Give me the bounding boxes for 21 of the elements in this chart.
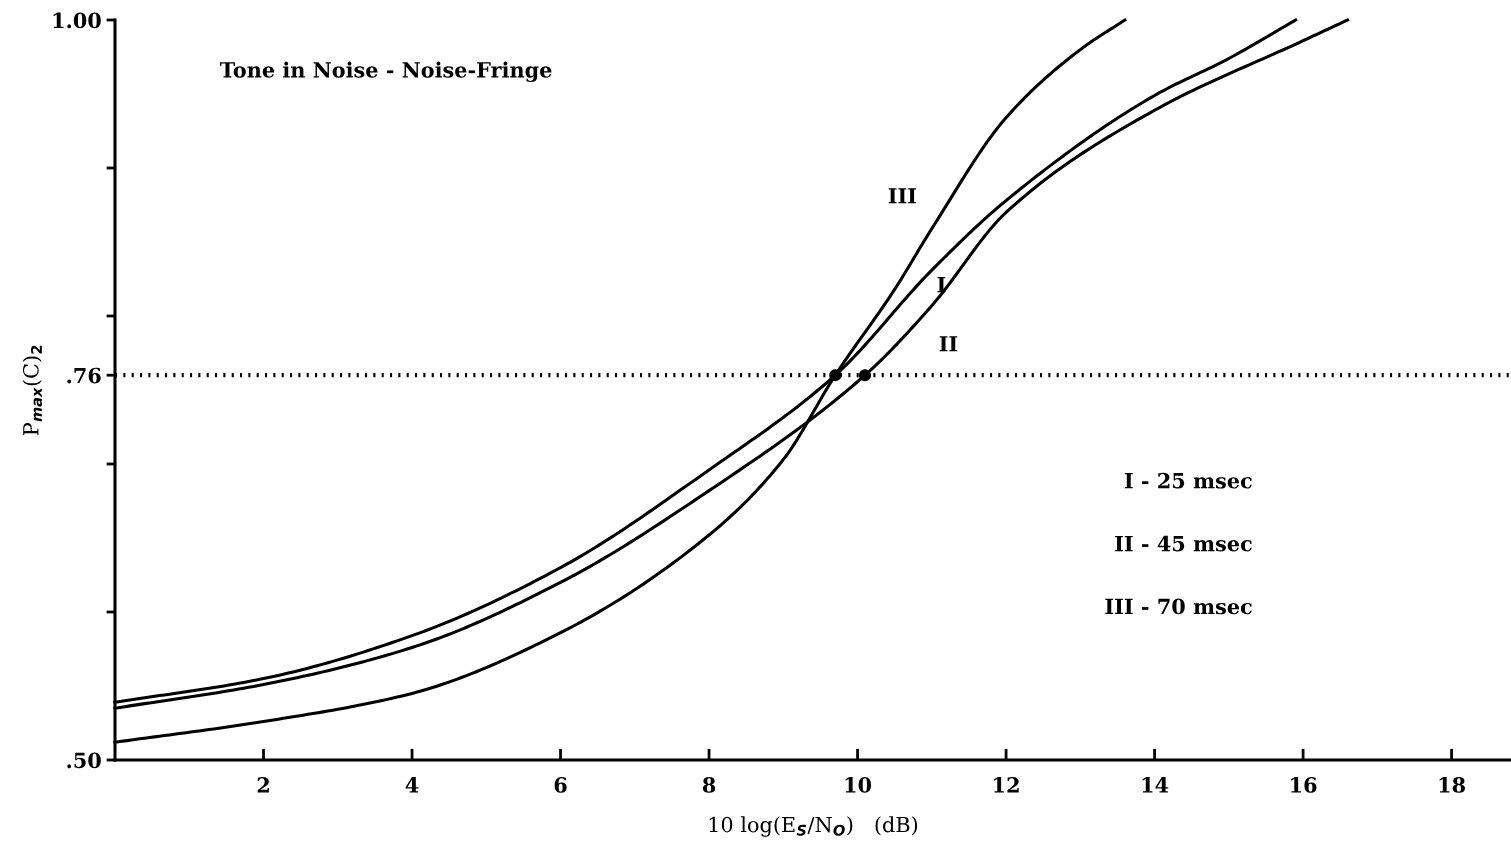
x-tick-label: 16 [1291,777,1317,793]
annotation: II - 45 msec [1115,535,1252,552]
x-tick-label: 6 [554,777,567,793]
y-tick-label: .50 [67,752,101,769]
x-tick-label: 12 [994,777,1019,793]
y-tick-label: 1.00 [53,12,101,29]
x-tick-label: 2 [257,777,269,793]
text: Tone in Noise - Noise-Fringe [219,61,552,83]
annotation: I - 25 msec [1124,472,1252,489]
annotation: II [939,336,958,352]
x-tick-label: 10 [845,777,872,793]
y-axis-title: P$_{max}$(C)$_{2}$ [22,345,43,436]
annotation: I [937,276,946,293]
x-tick-label: 18 [1439,777,1465,793]
y-tick-label: .76 [67,367,101,384]
x-tick-label: 4 [405,777,419,793]
annotation: III - 70 msec [1105,598,1252,615]
annotation: III [888,188,916,204]
x-axis-title: 10 log(E$_{S}$/N$_{O}$) (dB) [709,816,918,837]
x-tick-label: 8 [702,777,716,793]
x-tick-label: 14 [1142,777,1169,793]
